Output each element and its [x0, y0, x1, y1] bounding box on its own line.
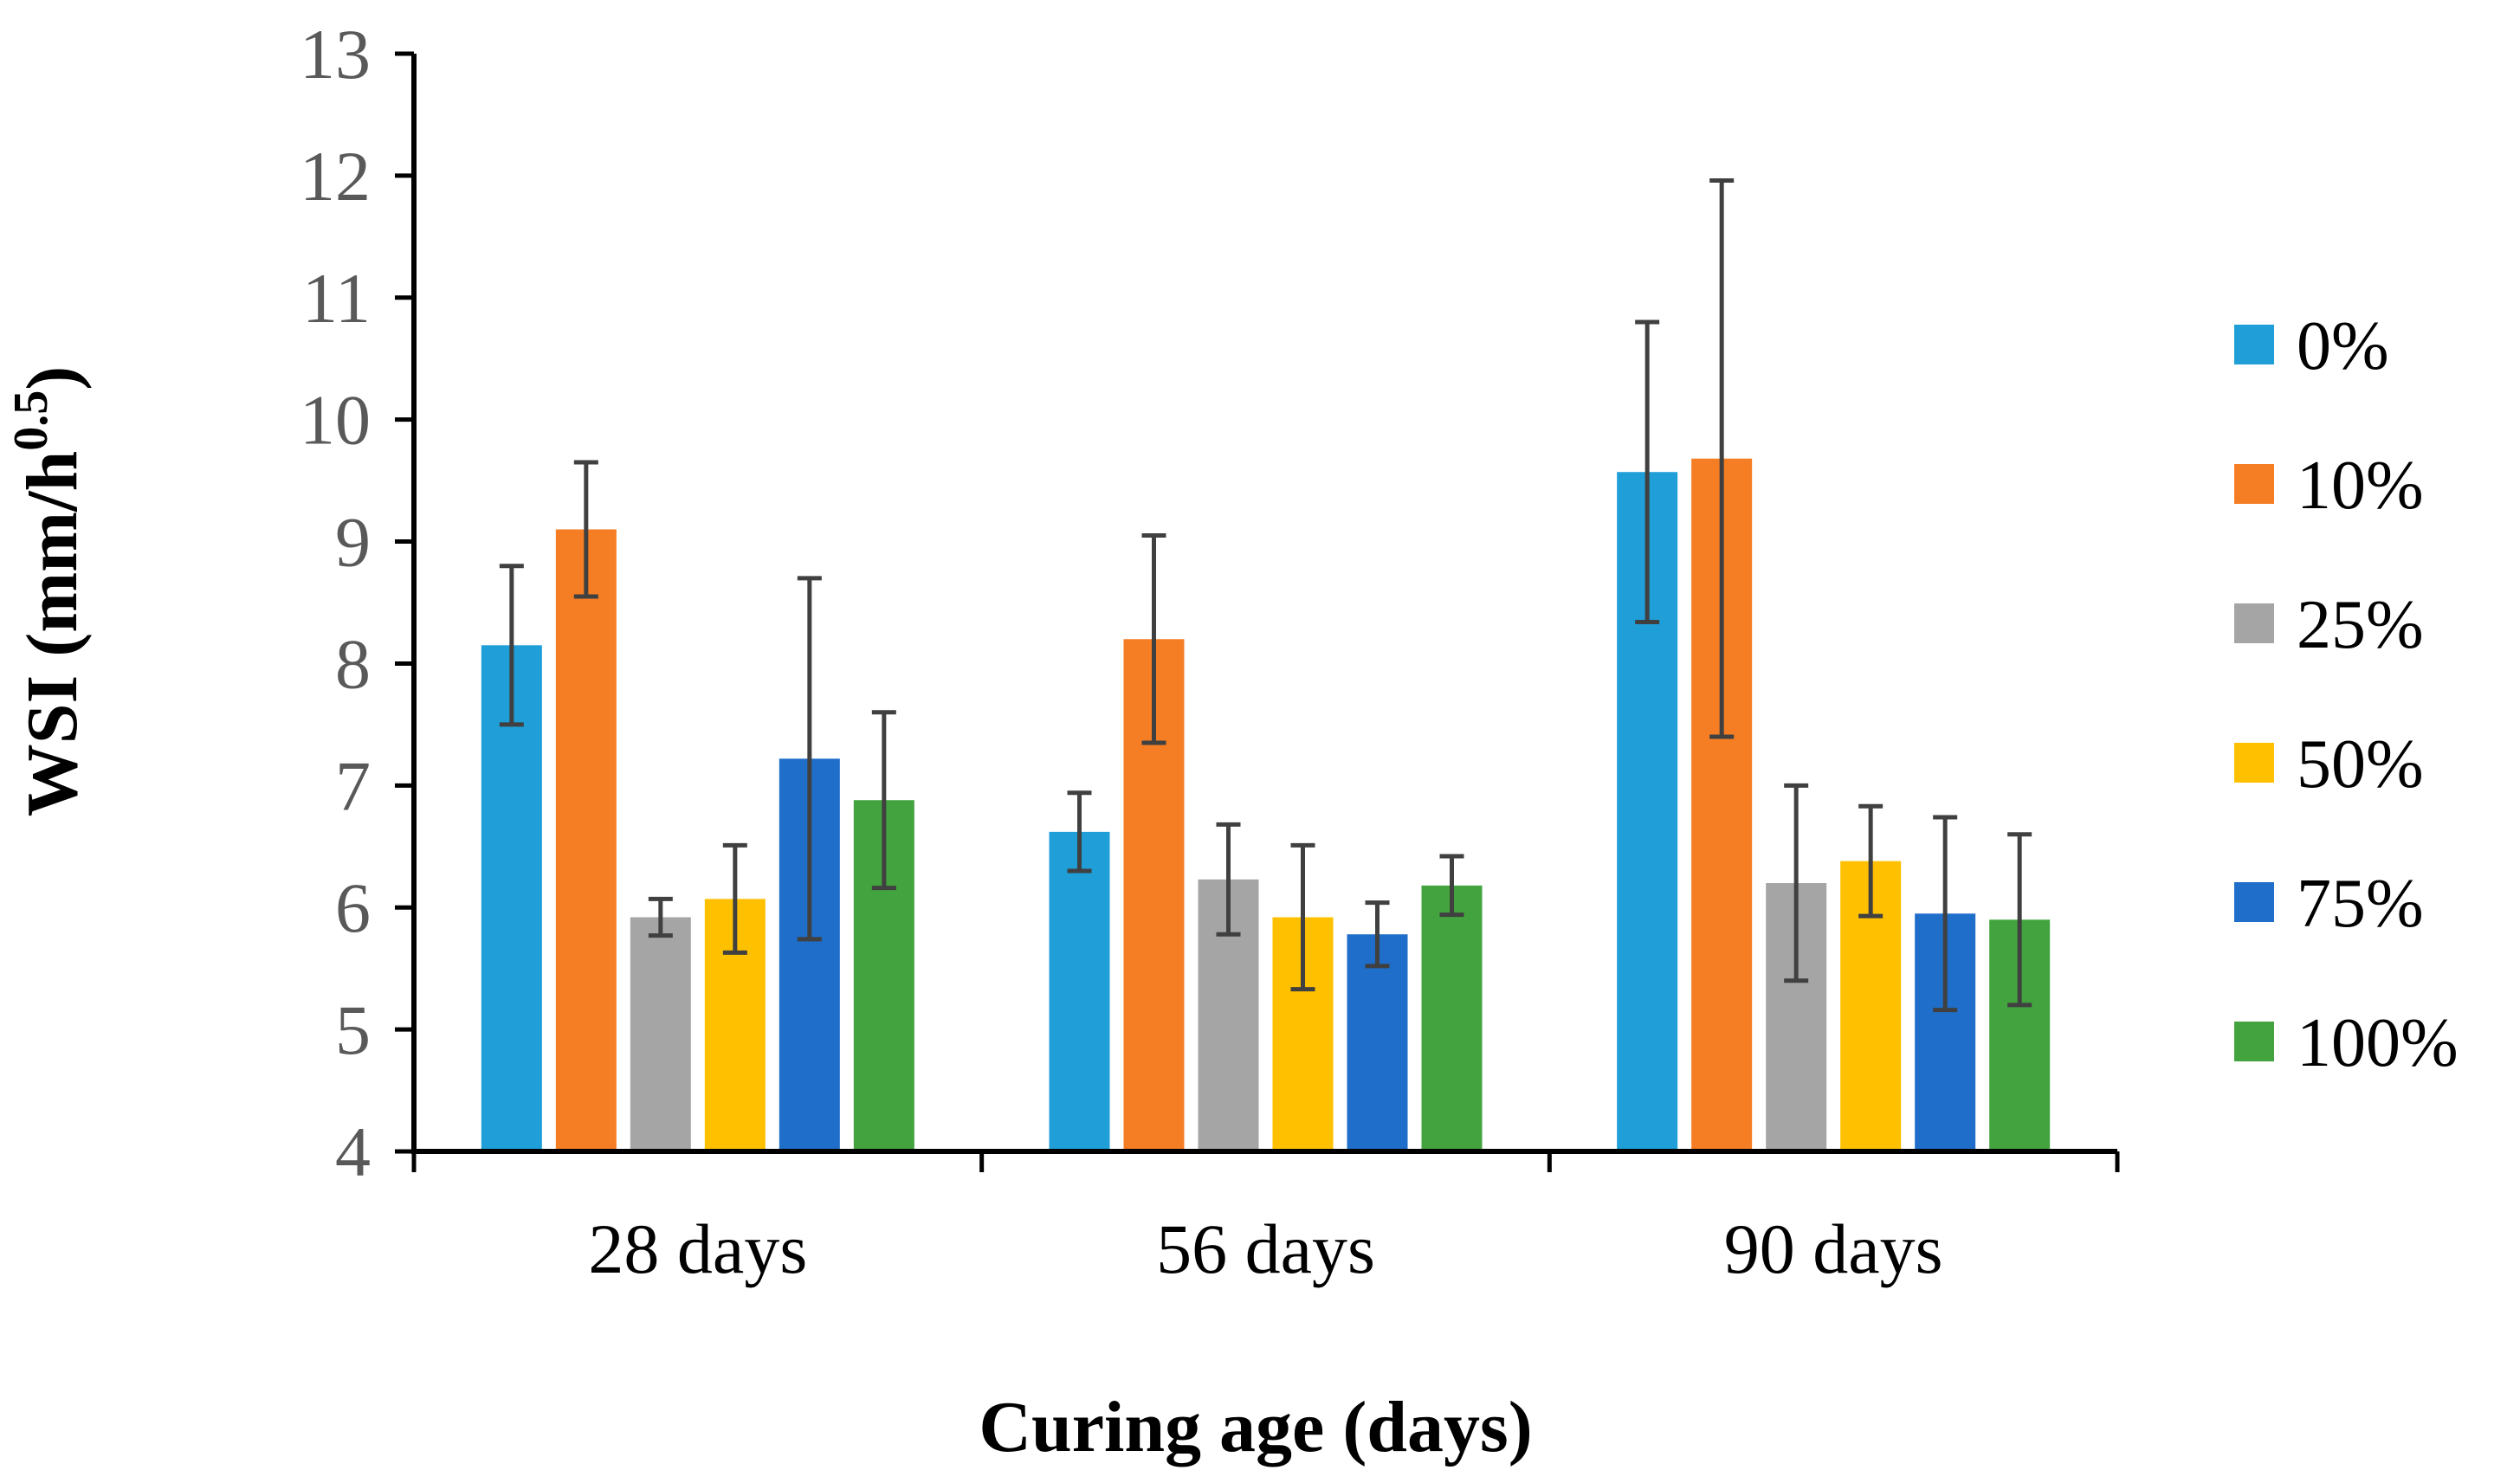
legend-swatch [2234, 325, 2274, 364]
bar [481, 645, 542, 1151]
legend-item: 50% [2234, 726, 2424, 803]
x-ticks: 28 days 56 days 90 days [411, 1151, 2120, 1288]
bar [1421, 885, 1483, 1151]
error-bar [1933, 815, 1958, 1013]
y-tick-label: 5 [335, 990, 371, 1069]
legend: 0% 10% 25% 50% 75% 100% [2234, 308, 2459, 1081]
error-bar [797, 576, 822, 942]
y-ticks: 4 5 6 7 8 9 10 11 12 13 [300, 15, 414, 1191]
legend-label: 25% [2297, 587, 2424, 663]
error-bar [1216, 822, 1241, 937]
legend-item: 100% [2234, 1005, 2459, 1081]
error-bar [1635, 319, 1660, 625]
legend-label: 75% [2297, 866, 2424, 942]
error-bar [722, 842, 747, 955]
y-tick-label: 10 [300, 381, 371, 460]
legend-swatch [2234, 743, 2274, 783]
y-tick-label: 11 [302, 259, 371, 338]
legend-label: 100% [2297, 1005, 2459, 1081]
error-bar [2007, 832, 2032, 1008]
legend-label: 50% [2297, 726, 2424, 803]
x-tick-label: 56 days [1156, 1209, 1375, 1288]
legend-item: 0% [2234, 308, 2389, 384]
error-bar [1290, 842, 1315, 992]
plot-area [481, 178, 2051, 1151]
legend-swatch [2234, 603, 2274, 643]
bar [555, 529, 617, 1151]
error-bar [1365, 900, 1390, 969]
error-bar [499, 564, 524, 727]
bar [1347, 934, 1408, 1151]
bar [630, 917, 691, 1151]
bars [481, 458, 2051, 1151]
axes: 4 5 6 7 8 9 10 11 12 13 28 days 56 days 90 days [300, 15, 2120, 1288]
legend-item: 25% [2234, 587, 2424, 663]
error-bar [871, 710, 896, 891]
error-bar [1067, 790, 1092, 874]
y-tick-label: 12 [300, 137, 371, 216]
y-tick-label: 4 [335, 1112, 371, 1191]
error-bar [1709, 178, 1735, 739]
y-tick-label: 6 [335, 868, 371, 947]
legend-swatch [2234, 882, 2274, 922]
legend-label: 0% [2297, 308, 2389, 384]
error-bar [1439, 854, 1464, 918]
legend-item: 75% [2234, 866, 2424, 942]
y-tick-label: 8 [335, 624, 371, 703]
error-bars [499, 178, 2032, 1013]
y-tick-label: 13 [300, 15, 371, 93]
x-tick-label: 90 days [1724, 1209, 1943, 1288]
legend-item: 10% [2234, 448, 2424, 524]
y-tick-label: 7 [335, 746, 371, 825]
x-axis-title: Curing age (days) [979, 1387, 1532, 1467]
legend-label: 10% [2297, 448, 2424, 524]
error-bar [1784, 783, 1809, 983]
y-tick-label: 9 [335, 503, 371, 582]
error-bar [573, 460, 598, 599]
error-bar [648, 896, 673, 938]
error-bar [1141, 533, 1166, 745]
y-axis-title: WSI (mm/h0.5) [4, 366, 93, 816]
x-tick-label: 28 days [588, 1209, 807, 1288]
bar [1049, 831, 1110, 1151]
legend-swatch [2234, 464, 2274, 504]
legend-swatch [2234, 1022, 2274, 1061]
error-bar [1858, 803, 1884, 919]
